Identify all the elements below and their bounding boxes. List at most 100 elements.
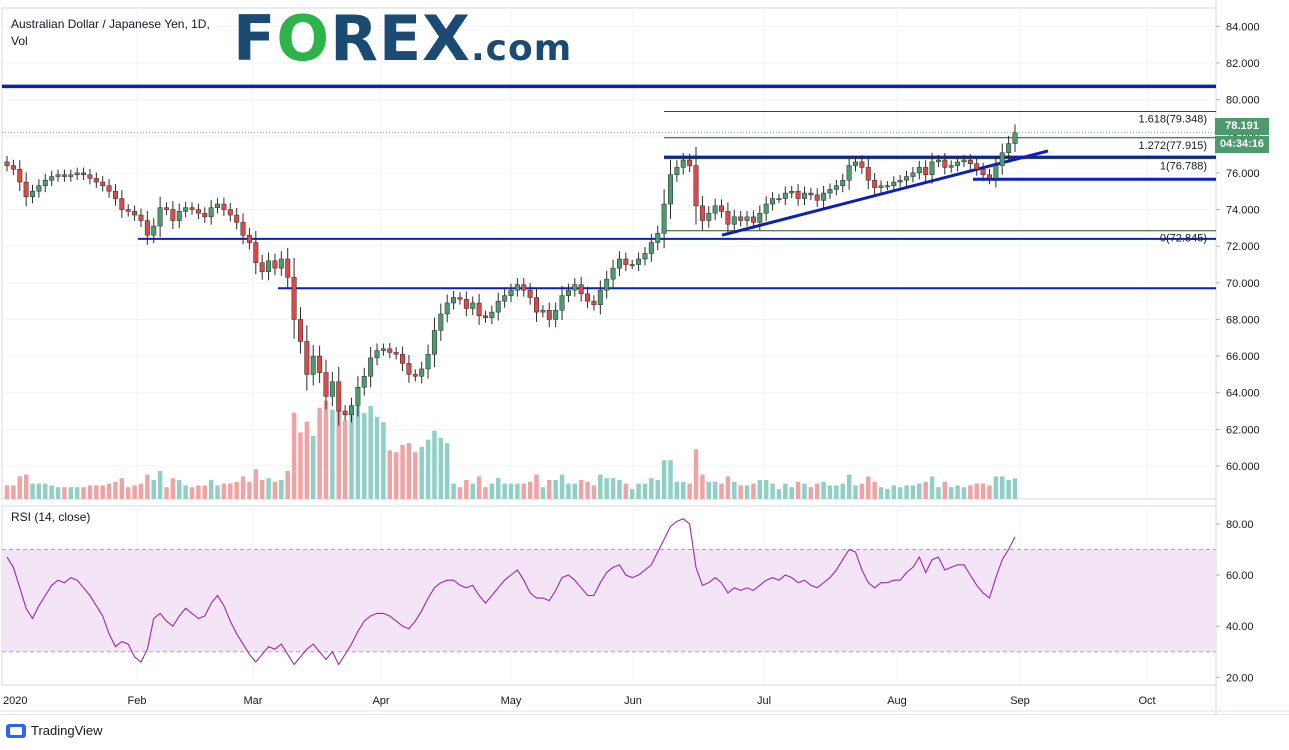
price-tick-label: 70.000 — [1226, 278, 1260, 290]
candle-body — [42, 179, 48, 186]
volume-bar — [668, 460, 673, 499]
candle-body — [323, 372, 329, 397]
candle-body — [776, 198, 782, 200]
volume-bar — [629, 489, 635, 499]
candle-body — [814, 194, 820, 201]
volume-bar — [349, 415, 354, 499]
candle-body — [272, 260, 278, 269]
candle-body — [891, 181, 897, 186]
volume-bar — [623, 483, 629, 499]
volume-bar — [17, 476, 22, 499]
candle-body — [215, 203, 221, 208]
candle-body — [508, 289, 514, 296]
candle-body — [680, 159, 686, 168]
candle-body — [699, 205, 705, 221]
volume-bar — [272, 481, 278, 499]
volume-bar — [451, 483, 456, 499]
candle-body — [406, 363, 412, 375]
candle-body — [387, 348, 393, 353]
volume-bar — [917, 483, 922, 499]
candle-body — [942, 159, 948, 168]
volume-bar — [355, 406, 361, 499]
volume-bar — [330, 409, 335, 499]
candle-body — [974, 163, 980, 170]
candle-body — [514, 284, 520, 291]
volume-bar — [11, 485, 16, 499]
volume-bar — [757, 480, 763, 499]
volume-bar — [649, 478, 654, 499]
candle-body — [470, 302, 476, 309]
candle-body — [195, 209, 201, 214]
candle-body — [451, 297, 457, 304]
volume-bar — [234, 481, 239, 499]
volume-bar — [655, 480, 660, 499]
volume-bar — [814, 483, 820, 499]
time-tick-label: Mar — [244, 695, 263, 707]
volume-bar — [827, 485, 833, 499]
volume-bar — [559, 474, 565, 499]
volume-bar — [483, 487, 488, 499]
price-tick-label: 64.000 — [1226, 388, 1260, 400]
candle-body — [151, 225, 157, 236]
candle-body — [393, 352, 399, 355]
candle-body — [521, 284, 527, 291]
volume-bar — [929, 476, 935, 499]
candle-body — [10, 165, 16, 170]
price-tick-label: 80.000 — [1226, 95, 1260, 107]
candle-body — [285, 258, 291, 278]
volume-bar — [897, 487, 903, 499]
candle-body — [106, 185, 112, 192]
tradingview-label: TradingView — [31, 723, 103, 738]
candle-body — [138, 214, 144, 221]
volume-bar — [419, 446, 424, 499]
candle-body — [125, 209, 131, 212]
candle-body — [259, 262, 265, 273]
volume-bar — [279, 480, 284, 499]
volume-bar — [661, 460, 667, 499]
volume-bar — [221, 483, 227, 499]
volume-bar — [476, 476, 482, 499]
volume-bar — [572, 483, 578, 499]
candle-body — [763, 203, 769, 214]
volume-bar — [987, 485, 992, 499]
candle-body — [872, 179, 878, 188]
volume-bar — [732, 481, 737, 499]
candle-body — [585, 293, 591, 302]
volume-bar — [444, 443, 450, 499]
volume-bar — [145, 474, 150, 499]
volume-bar — [821, 481, 826, 499]
candle-body — [565, 289, 571, 296]
candle-body — [801, 192, 807, 199]
price-tick-label: 76.000 — [1226, 168, 1260, 180]
volume-bar — [521, 483, 526, 499]
volume-bar — [189, 487, 195, 499]
volume-bar — [374, 416, 380, 499]
candle-body — [164, 207, 169, 210]
candle-body — [183, 207, 189, 212]
volume-bar — [610, 478, 616, 499]
candle-body — [744, 216, 750, 221]
candle-body — [30, 190, 36, 197]
volume-bar — [751, 483, 756, 499]
time-tick-label: May — [501, 695, 522, 707]
volume-bar — [955, 485, 960, 499]
candle-body — [706, 212, 712, 221]
tradingview-brand[interactable]: TradingView — [6, 723, 103, 738]
volume-bar — [674, 481, 680, 499]
candle-body — [540, 310, 546, 313]
volume-bar — [878, 487, 884, 499]
candle-body — [502, 295, 508, 302]
candle-body — [795, 190, 801, 199]
volume-bar — [948, 487, 954, 499]
volume-bar — [464, 480, 469, 499]
candle-body — [36, 185, 42, 192]
volume-bar — [387, 450, 393, 499]
volume-bar — [540, 487, 546, 499]
candle-body — [910, 172, 916, 177]
candle-body — [4, 161, 10, 166]
volume-bar — [968, 485, 973, 499]
volume-bar — [496, 478, 501, 499]
volume-bar — [68, 487, 74, 499]
time-tick-label: Aug — [887, 695, 907, 707]
candle-body — [55, 174, 61, 177]
